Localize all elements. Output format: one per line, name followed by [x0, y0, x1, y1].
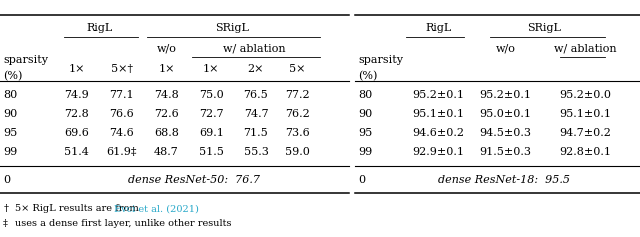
- Text: 95.2±0.1: 95.2±0.1: [479, 90, 532, 100]
- Text: w/o: w/o: [156, 44, 177, 54]
- Text: 51.4: 51.4: [65, 147, 89, 157]
- Text: 51.5: 51.5: [199, 147, 223, 157]
- Text: sparsity: sparsity: [3, 55, 48, 65]
- Text: 90: 90: [358, 109, 372, 119]
- Text: 95.1±0.1: 95.1±0.1: [559, 109, 612, 119]
- Text: (%): (%): [3, 71, 22, 81]
- Text: 76.5: 76.5: [244, 90, 268, 100]
- Text: 95: 95: [3, 128, 17, 138]
- Text: (%): (%): [358, 71, 378, 81]
- Text: 69.1: 69.1: [199, 128, 223, 138]
- Text: 71.5: 71.5: [244, 128, 268, 138]
- Text: 94.5±0.3: 94.5±0.3: [479, 128, 532, 138]
- Text: 94.7±0.2: 94.7±0.2: [559, 128, 612, 138]
- Text: 95.2±0.1: 95.2±0.1: [412, 90, 465, 100]
- Text: 5×†: 5×†: [111, 64, 132, 74]
- Text: SRigL: SRigL: [527, 23, 561, 33]
- Text: 69.6: 69.6: [65, 128, 89, 138]
- Text: 5× RigL results are from: 5× RigL results are from: [15, 204, 141, 213]
- Text: 94.6±0.2: 94.6±0.2: [412, 128, 465, 138]
- Text: 2×: 2×: [248, 64, 264, 74]
- Text: 95: 95: [358, 128, 372, 138]
- Text: SRigL: SRigL: [215, 23, 249, 33]
- Text: 1×: 1×: [203, 64, 220, 74]
- Text: 76.2: 76.2: [285, 109, 310, 119]
- Text: 55.3: 55.3: [244, 147, 268, 157]
- Text: 1×: 1×: [158, 64, 175, 74]
- Text: 0: 0: [358, 175, 365, 185]
- Text: Evci et al. (2021): Evci et al. (2021): [114, 204, 199, 213]
- Text: w/ ablation: w/ ablation: [223, 44, 285, 54]
- Text: 77.2: 77.2: [285, 90, 310, 100]
- Text: w/ ablation: w/ ablation: [554, 44, 617, 54]
- Text: 74.8: 74.8: [154, 90, 179, 100]
- Text: 59.0: 59.0: [285, 147, 310, 157]
- Text: 91.5±0.3: 91.5±0.3: [479, 147, 532, 157]
- Text: dense ResNet-18:  95.5: dense ResNet-18: 95.5: [438, 175, 570, 185]
- Text: 80: 80: [358, 90, 372, 100]
- Text: 5×: 5×: [289, 64, 306, 74]
- Text: 95.0±0.1: 95.0±0.1: [479, 109, 532, 119]
- Text: 75.0: 75.0: [199, 90, 223, 100]
- Text: w/o: w/o: [495, 44, 516, 54]
- Text: 99: 99: [3, 147, 17, 157]
- Text: 73.6: 73.6: [285, 128, 310, 138]
- Text: 92.8±0.1: 92.8±0.1: [559, 147, 612, 157]
- Text: 72.8: 72.8: [65, 109, 89, 119]
- Text: 90: 90: [3, 109, 17, 119]
- Text: 74.9: 74.9: [65, 90, 89, 100]
- Text: 80: 80: [3, 90, 17, 100]
- Text: uses a dense first layer, unlike other results: uses a dense first layer, unlike other r…: [15, 219, 231, 228]
- Text: 0: 0: [3, 175, 10, 185]
- Text: 99: 99: [358, 147, 372, 157]
- Text: 77.1: 77.1: [109, 90, 134, 100]
- Text: 1×: 1×: [68, 64, 85, 74]
- Text: †: †: [3, 204, 8, 213]
- Text: 95.2±0.0: 95.2±0.0: [559, 90, 612, 100]
- Text: ‡: ‡: [3, 219, 8, 228]
- Text: 92.9±0.1: 92.9±0.1: [412, 147, 465, 157]
- Text: 61.9‡: 61.9‡: [106, 147, 137, 157]
- Text: 74.7: 74.7: [244, 109, 268, 119]
- Text: 48.7: 48.7: [154, 147, 179, 157]
- Text: RigL: RigL: [425, 23, 452, 33]
- Text: 95.1±0.1: 95.1±0.1: [412, 109, 465, 119]
- Text: dense ResNet-50:  76.7: dense ResNet-50: 76.7: [127, 175, 260, 185]
- Text: 72.6: 72.6: [154, 109, 179, 119]
- Text: 74.6: 74.6: [109, 128, 134, 138]
- Text: RigL: RigL: [86, 23, 113, 33]
- Text: 68.8: 68.8: [154, 128, 179, 138]
- Text: sparsity: sparsity: [358, 55, 403, 65]
- Text: 76.6: 76.6: [109, 109, 134, 119]
- Text: 72.7: 72.7: [199, 109, 223, 119]
